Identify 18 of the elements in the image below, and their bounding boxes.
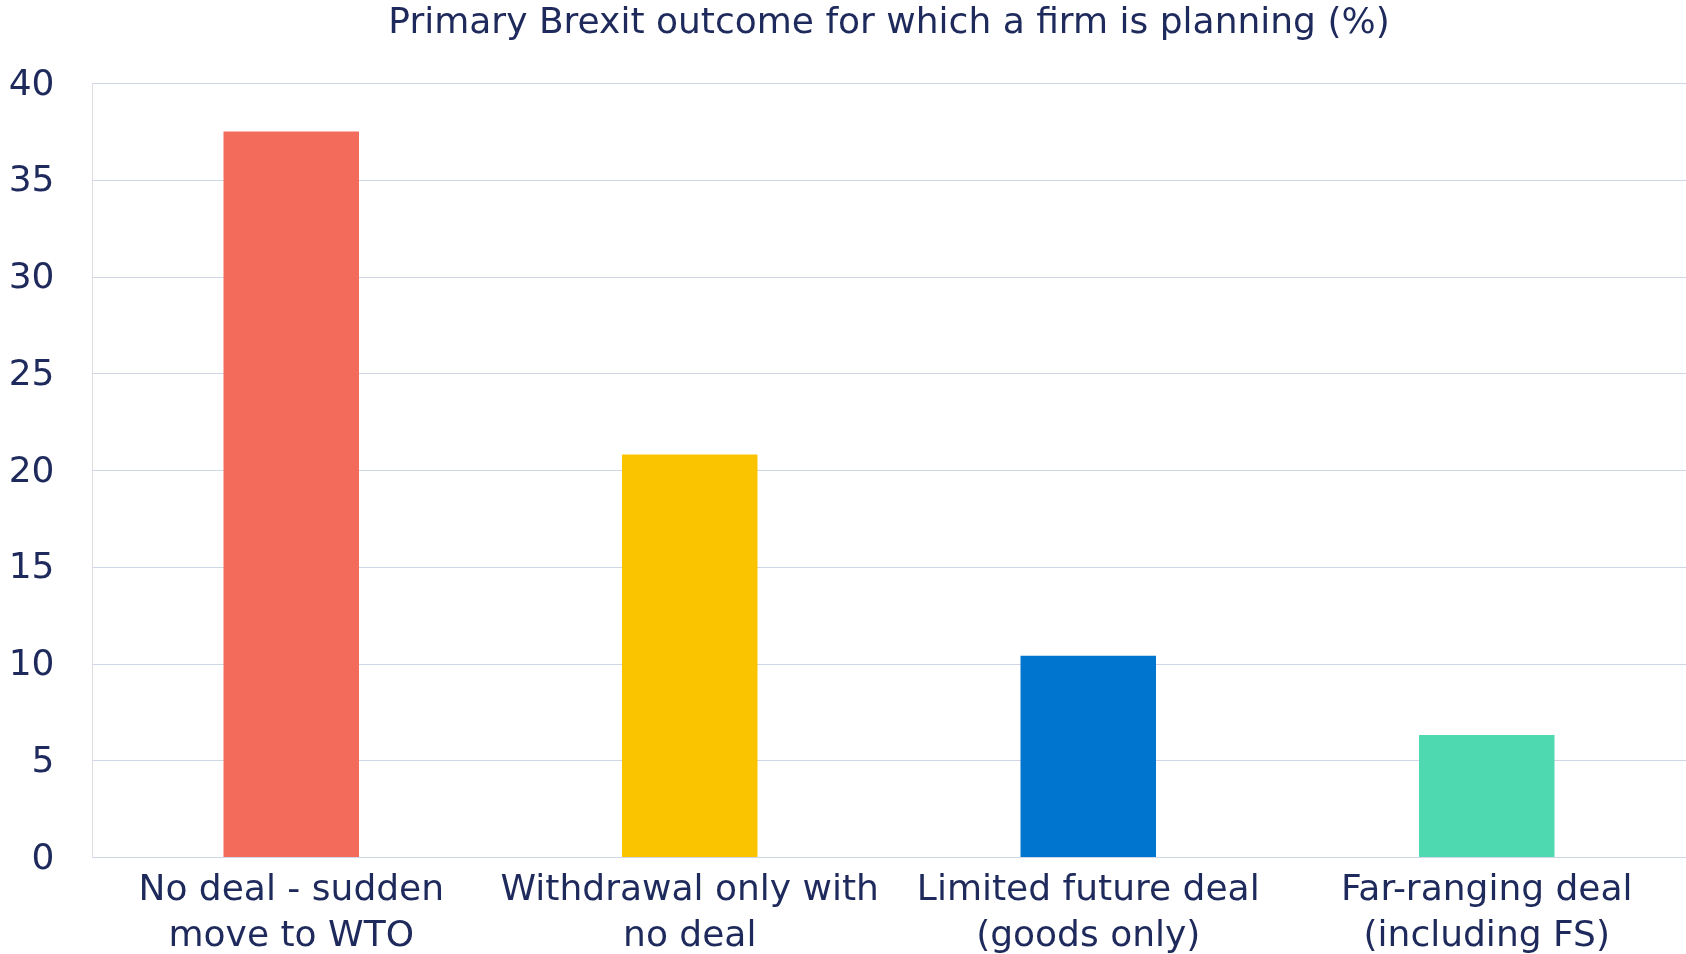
x-tick-label: No deal - sudden move to WTO xyxy=(138,866,445,954)
bar xyxy=(223,131,359,857)
y-tick-label: 35 xyxy=(8,158,55,200)
bar xyxy=(1020,655,1156,857)
bar xyxy=(1419,735,1555,857)
chart-title: Primary Brexit outcome for which a firm is planning (%) xyxy=(388,0,1390,41)
x-tick-label: Limited future deal (goods only) xyxy=(916,866,1260,954)
y-tick-label: 0 xyxy=(31,835,55,877)
y-tick-label: 25 xyxy=(8,351,55,393)
x-tick-label: Withdrawal only with no deal xyxy=(500,866,879,954)
y-tick-label: 10 xyxy=(8,642,55,683)
y-tick-label: 30 xyxy=(8,255,55,296)
y-tick-label: 15 xyxy=(8,545,55,587)
x-tick-label: Far-ranging deal (including FS) xyxy=(1340,866,1633,954)
y-tick-label: 20 xyxy=(8,448,55,490)
y-tick-label: 40 xyxy=(8,61,55,103)
y-tick-label: 5 xyxy=(31,738,55,780)
bar xyxy=(622,454,758,857)
